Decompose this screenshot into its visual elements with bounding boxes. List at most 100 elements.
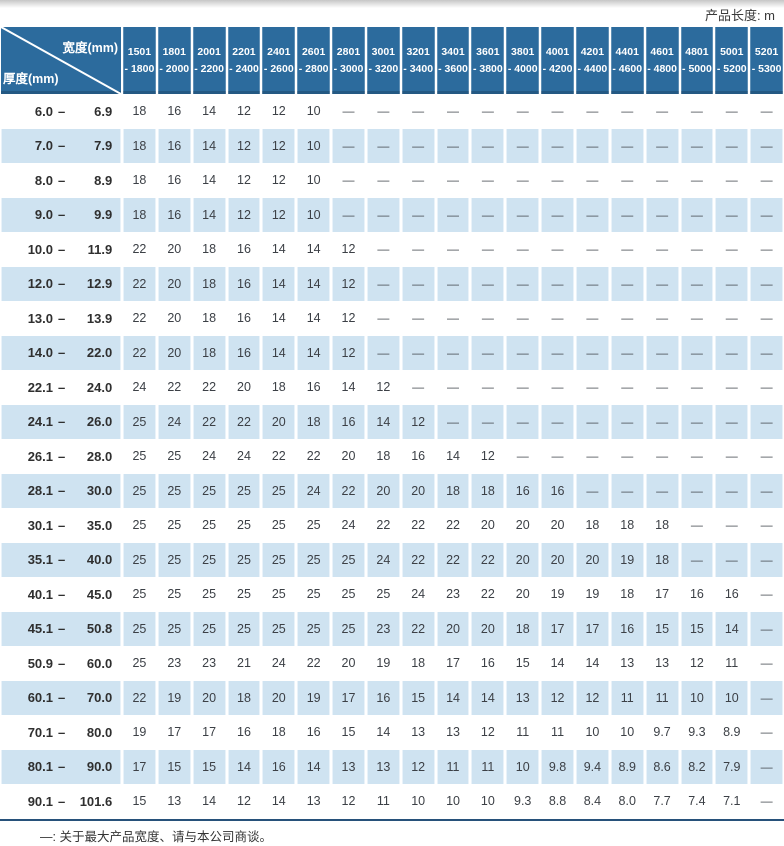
table-row: 24.1–26.0 25 24 22 22 20 18 16 14 12— — — — — — — — — — — [1, 404, 784, 439]
length-value-cell: 10 — [506, 749, 542, 784]
length-value-cell-empty: — — [506, 94, 542, 129]
length-value-cell: 18 — [227, 680, 263, 715]
length-value-cell-empty: — — [611, 370, 646, 405]
length-value-cell: 21 — [228, 646, 263, 681]
length-value-cell: 14 — [715, 611, 751, 646]
length-value-cell: 22 — [401, 611, 437, 646]
length-value-cell: 16 — [402, 439, 437, 474]
length-value-cell: 18 — [262, 370, 298, 405]
length-value-cell: 14 — [192, 128, 228, 163]
length-value-cell: 9.3 — [506, 784, 542, 819]
length-value-cell: 20 — [471, 508, 507, 543]
length-value-cell: 9.8 — [541, 749, 576, 784]
length-value-cell: 13 — [437, 715, 472, 750]
length-value-cell: 22 — [401, 542, 437, 577]
thickness-range-label: 6.0–6.9 — [1, 94, 123, 129]
length-value-cell: 12 — [367, 370, 402, 405]
width-range-header: 3601- 3800 — [471, 27, 507, 94]
length-value-cell: 24 — [193, 439, 228, 474]
length-value-cell: 18 — [123, 94, 158, 129]
length-value-cell: 12 — [681, 646, 716, 681]
length-value-cell: 14 — [297, 335, 333, 370]
length-value-cell-empty: — — [610, 128, 646, 163]
length-value-cell-empty: — — [541, 128, 576, 163]
length-value-cell: 18 — [436, 473, 472, 508]
length-value-cell: 25 — [123, 542, 158, 577]
length-value-cell: 22 — [471, 577, 507, 612]
length-value-cell: 11 — [367, 784, 402, 819]
length-value-cell: 25 — [332, 542, 367, 577]
length-value-cell: 15 — [123, 784, 158, 819]
table-row: 70.1–80.0 19 17 17 16 18 16 15 14 13 13 12 11 11 10 10 9… — [1, 715, 783, 750]
length-value-cell-empty: — — [576, 163, 611, 198]
table-row: 6.0–6.9 18 16 14 12 12 10— — — — — — — — — — — — — — [1, 94, 783, 129]
length-value-cell-empty: — — [436, 266, 472, 301]
table-row: 8.0–8.9 18 16 14 12 12 10— — — — — — — — — — — — — — [1, 163, 783, 198]
length-value-cell: 25 — [367, 577, 402, 612]
length-value-cell-empty: — — [575, 266, 611, 301]
length-value-cell-empty: — — [402, 163, 437, 198]
length-value-cell: 25 — [297, 542, 333, 577]
length-value-cell-empty: — — [715, 542, 751, 577]
length-value-cell: 10 — [576, 715, 611, 750]
thickness-range-label: 8.0–8.9 — [1, 163, 123, 198]
length-value-cell: 25 — [228, 577, 263, 612]
length-value-cell: 25 — [227, 542, 263, 577]
length-value-cell-empty: — — [681, 508, 716, 543]
length-value-cell: 25 — [262, 542, 298, 577]
length-value-cell-empty: — — [471, 163, 507, 198]
thickness-range-label: 9.0–9.9 — [1, 197, 123, 232]
length-value-cell-empty: — — [471, 197, 507, 232]
length-value-cell-empty: — — [715, 232, 751, 267]
length-value-cell: 24 — [262, 646, 298, 681]
length-value-cell-empty: — — [646, 301, 681, 336]
table-row: 50.9–60.0 25 23 23 21 24 22 20 19 18 17 16 15 14 14 13 1… — [1, 646, 783, 681]
length-value-cell-empty: — — [646, 439, 681, 474]
length-value-cell: 19 — [610, 542, 646, 577]
length-value-cell: 11 — [715, 646, 751, 681]
length-value-cell: 23 — [366, 611, 402, 646]
length-value-cell: 18 — [262, 715, 298, 750]
length-value-cell-empty: — — [437, 163, 472, 198]
length-value-cell: 14 — [297, 232, 333, 267]
thickness-range-label: 24.1–26.0 — [1, 404, 123, 439]
length-value-cell-empty: — — [506, 404, 542, 439]
length-value-cell-empty: — — [715, 370, 751, 405]
length-value-cell: 18 — [192, 335, 228, 370]
length-value-cell: 16 — [157, 128, 193, 163]
length-value-cell: 10 — [402, 784, 437, 819]
length-value-cell: 14 — [193, 163, 228, 198]
length-value-cell: 18 — [297, 404, 333, 439]
length-value-cell: 25 — [332, 611, 367, 646]
length-value-cell-empty: — — [436, 128, 472, 163]
table-row: 28.1–30.0 25 25 25 25 25 24 22 20 20 18 18 16 16— — — — —… — [1, 473, 784, 508]
length-value-cell: 20 — [436, 611, 472, 646]
length-value-cell-empty: — — [471, 266, 507, 301]
length-value-cell: 16 — [681, 577, 716, 612]
length-value-cell-empty: — — [680, 197, 716, 232]
length-value-cell: 12 — [227, 197, 263, 232]
length-value-cell-empty: — — [680, 473, 716, 508]
length-value-cell: 25 — [123, 611, 158, 646]
length-value-cell-empty: — — [332, 94, 367, 129]
length-value-cell: 23 — [437, 577, 472, 612]
length-value-cell-empty: — — [760, 380, 773, 395]
length-value-cell-empty: — — [401, 335, 437, 370]
length-value-cell: 18 — [193, 232, 228, 267]
length-value-cell-empty: — — [760, 794, 773, 809]
table-row: 22.1–24.0 24 22 22 20 18 16 14 12— — — — — — — — — — — — [1, 370, 783, 405]
length-value-cell-empty: — — [681, 94, 716, 129]
length-value-cell: 16 — [227, 335, 263, 370]
thickness-axis-label: 厚度(mm) — [3, 72, 59, 86]
length-value-cell: 19 — [123, 715, 158, 750]
length-value-cell: 16 — [297, 370, 333, 405]
table-header-row: 宽度(mm) 厚度(mm) 1501- 1800 1801- 2000 2001- … — [1, 27, 784, 94]
length-value-cell: 22 — [193, 370, 228, 405]
length-value-cell: 14 — [436, 680, 472, 715]
table-row: 13.0–13.9 22 20 18 16 14 14 12— — — — — — — — — — — — — [1, 301, 783, 336]
length-value-cell-empty: — — [611, 94, 646, 129]
length-value-cell: 15 — [645, 611, 681, 646]
length-value-cell: 18 — [123, 128, 158, 163]
length-value-cell: 15 — [506, 646, 542, 681]
length-value-cell-empty: — — [750, 611, 784, 646]
